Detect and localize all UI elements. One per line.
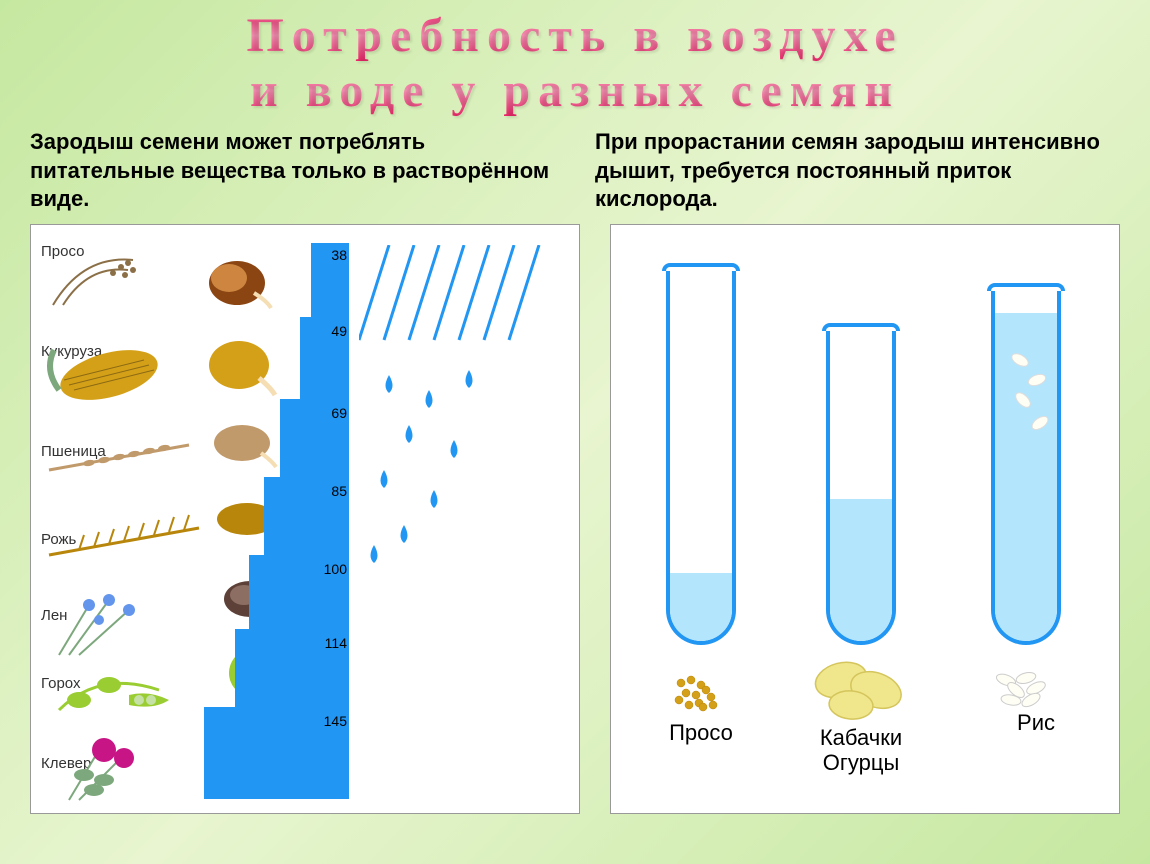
tube-water-proso: [670, 573, 732, 641]
water-value-6: 145: [317, 713, 347, 729]
plant-icon-pea: [39, 660, 189, 730]
plant-icon-rye: [39, 510, 209, 570]
title-line-2: и воде у разных семян: [0, 63, 1150, 118]
water-value-5: 114: [317, 635, 347, 651]
title-line-1: Потребность в воздухе: [0, 8, 1150, 63]
water-need-chart: Просо Кукуруза Пшеница Рожь Лен Горох Кл…: [30, 224, 580, 814]
rain-icon: [359, 245, 549, 595]
page-title: Потребность в воздухе и воде у разных се…: [0, 0, 1150, 120]
tube-squash: [826, 325, 896, 645]
seeds-squash: [796, 655, 926, 725]
water-value-3: 85: [317, 483, 347, 499]
tube-label-squash: Кабачки Огурцы: [786, 725, 936, 776]
seed-icon-corn: [199, 333, 279, 398]
tube-water-squash: [830, 499, 892, 641]
tube-rice: [991, 285, 1061, 645]
plant-icon-corn: [39, 335, 189, 405]
tube-label-rice: Рис: [986, 710, 1086, 736]
seeds-proso: [651, 665, 741, 715]
description-row: Зародыш семени может потреблять питатель…: [0, 120, 1150, 224]
right-description: При прорастании семян зародыш интенсивно…: [595, 128, 1120, 214]
water-value-2: 69: [317, 405, 347, 421]
tube-proso: [666, 265, 736, 645]
left-description: Зародыш семени может потреблять питатель…: [30, 128, 555, 214]
plant-icon-proso: [43, 245, 173, 315]
seed-icon-proso: [199, 253, 274, 311]
water-value-1: 49: [317, 323, 347, 339]
seeds-rice-in-tube: [1005, 345, 1055, 465]
air-need-diagram: Просо Кабачки Огурцы: [610, 224, 1120, 814]
water-value-4: 100: [317, 561, 347, 577]
content-row: Просо Кукуруза Пшеница Рожь Лен Горох Кл…: [0, 224, 1150, 814]
tube-label-proso: Просо: [641, 720, 761, 746]
seeds-rice: [976, 660, 1076, 710]
seed-icon-wheat: [206, 415, 281, 473]
water-value-0: 38: [317, 247, 347, 263]
plant-icon-wheat: [39, 425, 199, 485]
plant-icon-clover: [39, 730, 189, 810]
plant-icon-flax: [39, 585, 189, 665]
